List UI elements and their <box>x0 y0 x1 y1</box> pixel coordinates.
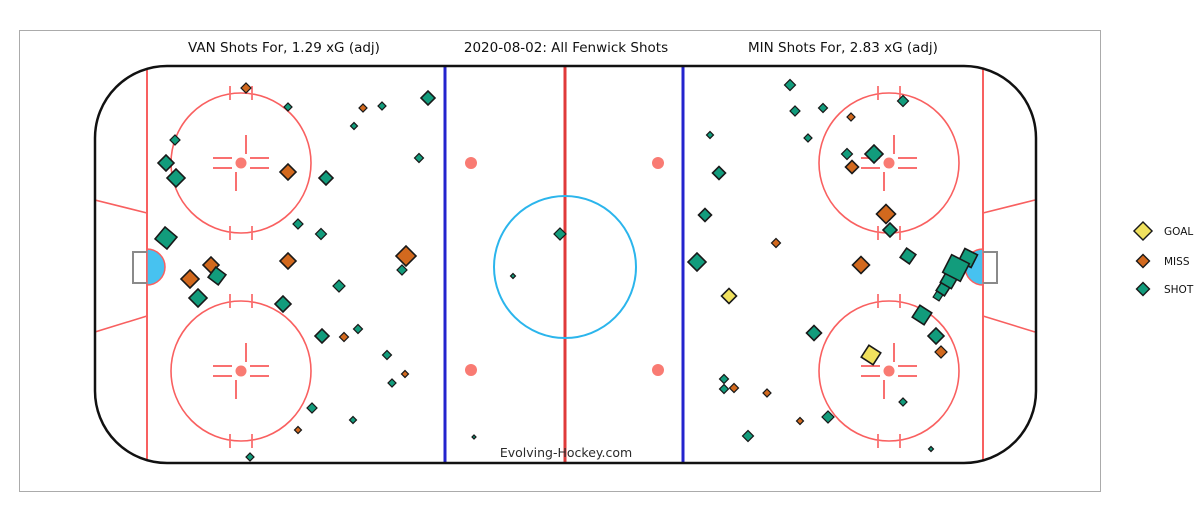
shot-shot-marker <box>419 89 437 107</box>
faceoff-circle-bottom-right <box>818 300 960 442</box>
shot-shot-marker <box>898 397 908 407</box>
shot-shot-marker <box>283 102 293 112</box>
shot-legend-diamond-icon <box>1135 281 1151 297</box>
shot-shot-marker <box>349 121 359 131</box>
legend-item-shot: SHOT <box>1135 281 1194 297</box>
legend-item-goal: GOAL <box>1132 220 1193 242</box>
shot-shot-marker <box>705 130 715 140</box>
shot-miss-marker <box>934 345 948 359</box>
shot-miss-marker <box>278 251 298 271</box>
shot-miss-marker <box>338 331 350 343</box>
shot-miss-marker <box>770 237 782 249</box>
goal-legend-diamond-icon <box>1132 220 1154 242</box>
shot-miss-marker <box>240 82 252 94</box>
shot-shot-marker <box>783 78 797 92</box>
shot-shot-marker <box>927 445 935 453</box>
shot-miss-marker <box>728 382 740 394</box>
game-title: 2020-08-02: All Fenwick Shots <box>464 40 668 56</box>
shot-shot-marker <box>899 247 917 265</box>
shot-shot-marker <box>317 169 335 187</box>
shot-shot-marker <box>332 279 346 293</box>
shot-shot-marker <box>697 207 713 223</box>
center-circle <box>493 195 637 339</box>
shot-shot-marker <box>718 383 730 395</box>
faceoff-circle-ticks <box>229 86 901 448</box>
shot-shot-marker <box>741 429 755 443</box>
legend: GOAL MISS SHOT <box>1132 220 1194 297</box>
shot-shot-marker <box>863 143 885 165</box>
shot-shot-marker <box>314 227 328 241</box>
shot-shot-marker <box>509 272 517 280</box>
shot-shot-marker <box>553 227 567 241</box>
goal-frame-left <box>132 251 147 284</box>
shot-shot-marker <box>387 378 397 388</box>
shot-miss-marker <box>179 268 201 290</box>
shot-shot-marker <box>273 294 293 314</box>
shot-shot-marker <box>840 147 854 161</box>
shot-shot-marker <box>817 102 829 114</box>
legend-label-miss: MISS <box>1164 256 1190 268</box>
shot-shot-marker <box>896 94 910 108</box>
shot-shot-marker <box>169 134 181 146</box>
shot-shot-marker <box>926 326 946 346</box>
shot-goal-marker <box>720 287 738 305</box>
shot-shot-marker <box>313 327 331 345</box>
legend-label-shot: SHOT <box>1164 284 1194 296</box>
shot-shot-marker <box>153 225 179 251</box>
shot-miss-marker <box>278 162 298 182</box>
shot-shot-marker <box>941 253 971 283</box>
shot-shot-marker <box>711 165 727 181</box>
shot-miss-marker <box>762 388 772 398</box>
left-team-title: VAN Shots For, 1.29 xG (adj) <box>188 40 380 56</box>
shot-goal-marker <box>860 344 882 366</box>
shot-miss-marker <box>851 255 871 275</box>
right-team-title: MIN Shots For, 2.83 xG (adj) <box>748 40 938 56</box>
shot-shot-marker <box>306 402 318 414</box>
shot-miss-marker <box>358 103 368 113</box>
shot-miss-marker <box>400 369 410 379</box>
shot-shot-marker <box>245 452 255 462</box>
shot-shot-marker <box>348 415 358 425</box>
shot-shot-marker <box>413 152 425 164</box>
shot-shot-marker <box>156 153 176 173</box>
shot-shot-marker <box>789 105 801 117</box>
shot-miss-marker <box>846 112 856 122</box>
shot-shot-marker <box>187 287 209 309</box>
shot-shot-marker <box>381 349 393 361</box>
shot-shot-marker <box>292 218 304 230</box>
shot-shot-marker <box>686 251 708 273</box>
rink-diagram <box>93 64 1038 465</box>
faceoff-dots <box>235 157 895 377</box>
trapezoid-lines <box>95 199 1036 333</box>
shot-miss-marker <box>875 203 897 225</box>
shot-shot-marker <box>377 101 387 111</box>
shot-shot-marker <box>881 221 899 239</box>
shot-shot-marker <box>821 410 835 424</box>
faceoff-circle-bottom-left <box>170 300 312 442</box>
goal-frame-right <box>983 251 998 284</box>
shot-shot-marker <box>911 304 933 326</box>
shots-layer <box>153 78 979 462</box>
shot-miss-marker <box>293 425 303 435</box>
shot-miss-marker <box>844 159 860 175</box>
shot-shot-marker <box>206 265 228 287</box>
shot-miss-marker <box>795 416 805 426</box>
goal-crease-left <box>146 248 166 286</box>
watermark: Evolving-Hockey.com <box>500 445 632 460</box>
shot-shot-marker <box>471 434 477 440</box>
legend-label-goal: GOAL <box>1164 226 1193 238</box>
shot-shot-marker <box>165 167 187 189</box>
shot-shot-marker <box>803 133 813 143</box>
miss-legend-diamond-icon <box>1135 253 1151 269</box>
legend-item-miss: MISS <box>1135 253 1190 269</box>
shot-miss-marker <box>394 244 418 268</box>
shot-shot-marker <box>396 264 408 276</box>
shot-shot-marker <box>805 324 823 342</box>
shot-shot-marker <box>352 323 364 335</box>
rink-boards <box>93 64 1038 465</box>
shot-shot-marker <box>718 373 730 385</box>
